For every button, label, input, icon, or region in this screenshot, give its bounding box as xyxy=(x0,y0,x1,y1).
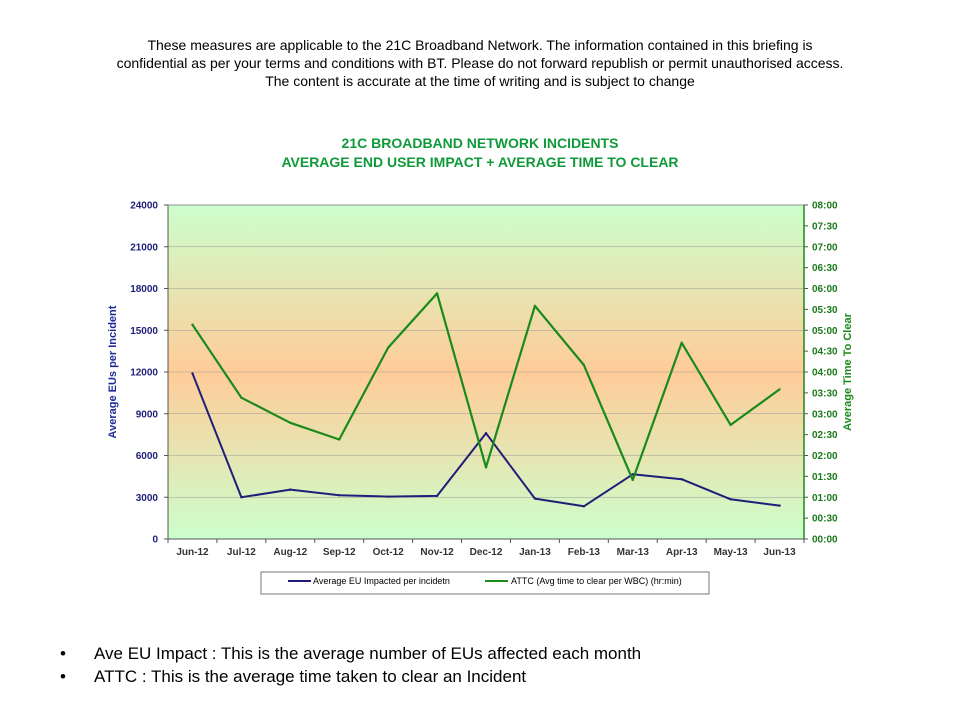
data-point-attc xyxy=(386,346,390,349)
y-tick-label: 12000 xyxy=(130,368,158,379)
data-point-eu-impact xyxy=(484,432,488,435)
y2-tick-label: 03:30 xyxy=(812,388,838,399)
data-point-attc xyxy=(729,423,732,427)
y2-tick-label: 00:00 xyxy=(812,535,838,546)
data-point-attc xyxy=(778,388,781,391)
x-tick-label: Apr-13 xyxy=(666,547,698,558)
y2-tick-label: 02:30 xyxy=(812,430,838,441)
data-point-attc xyxy=(680,341,683,344)
y2-tick-label: 00:30 xyxy=(812,514,838,525)
data-point-attc xyxy=(533,304,537,308)
data-point-eu-impact xyxy=(338,494,341,497)
y2-tick-label: 03:00 xyxy=(812,409,838,420)
y2-tick-label: 07:30 xyxy=(812,221,838,232)
disclaimer-text: These measures are applicable to the 21C… xyxy=(20,36,940,90)
disclaimer-line-3: The content is accurate at the time of w… xyxy=(265,73,695,89)
y-tick-label: 0 xyxy=(152,535,158,546)
y-tick-label: 18000 xyxy=(130,284,158,295)
y2-tick-label: 06:00 xyxy=(812,284,838,295)
x-tick-label: May-13 xyxy=(714,547,748,558)
chart-title: 21C BROADBAND NETWORK INCIDENTS xyxy=(341,135,619,151)
y2-tick-label: 02:00 xyxy=(812,451,838,462)
chart-subtitle: AVERAGE END USER IMPACT + AVERAGE TIME T… xyxy=(281,154,679,170)
bullet-item: • Ave EU Impact : This is the average nu… xyxy=(60,642,641,665)
x-tick-label: Jun-12 xyxy=(176,547,209,558)
y2-tick-label: 04:30 xyxy=(812,347,838,358)
bullet-text: ATTC : This is the average time taken to… xyxy=(94,667,527,686)
x-tick-label: Jul-12 xyxy=(227,547,256,558)
data-point-eu-impact xyxy=(680,478,683,481)
y-tick-label: 24000 xyxy=(130,201,158,212)
x-tick-label: Oct-12 xyxy=(373,547,405,558)
data-point-attc xyxy=(338,438,341,441)
series xyxy=(191,292,781,508)
y-tick-label: 9000 xyxy=(136,409,159,420)
y2-tick-label: 01:00 xyxy=(812,493,838,504)
y-tick-label: 6000 xyxy=(136,451,159,462)
axis-labels: 0 3000 6000 9000 12000 15000 18000 21000 24000 00… xyxy=(107,201,854,559)
data-point-attc xyxy=(484,466,488,469)
data-point-eu-impact xyxy=(631,473,634,476)
y-axis-title: Average EUs per Incident xyxy=(107,305,119,438)
x-tick-label: Mar-13 xyxy=(617,547,650,558)
bullet-list: • Ave EU Impact : This is the average nu… xyxy=(60,642,641,688)
data-point-eu-impact xyxy=(289,488,292,491)
x-tick-label: Jun-13 xyxy=(763,547,796,558)
axes xyxy=(164,204,808,543)
x-tick-label: Sep-12 xyxy=(323,547,356,558)
y-tick-label: 3000 xyxy=(136,493,159,504)
y-tick-label: 15000 xyxy=(130,326,158,337)
disclaimer-line-2: confidential as per your terms and condi… xyxy=(116,55,844,71)
y2-tick-label: 05:00 xyxy=(812,326,838,337)
y2-tick-label: 07:00 xyxy=(812,242,838,253)
data-point-attc xyxy=(631,478,634,482)
y-tick-label: 21000 xyxy=(130,242,158,253)
bullet-item: • ATTC : This is the average time taken … xyxy=(60,665,641,688)
legend-label-attc: ATTC (Avg time to clear per WBC) (hr:min… xyxy=(511,576,682,586)
data-point-attc xyxy=(240,396,243,399)
legend-box xyxy=(260,571,710,595)
data-point-attc xyxy=(289,421,292,424)
legend: Average EU Impacted per incidetn ATTC (Av… xyxy=(260,571,710,595)
data-point-eu-impact xyxy=(191,372,194,375)
legend-label-eu-impact: Average EU Impacted per incidetn xyxy=(313,576,450,586)
data-point-eu-impact xyxy=(582,505,586,508)
data-point-eu-impact xyxy=(435,494,439,498)
y2-tick-label: 05:30 xyxy=(812,305,838,316)
data-point-eu-impact xyxy=(240,496,243,499)
data-point-eu-impact xyxy=(386,495,390,498)
data-point-attc xyxy=(582,363,586,367)
x-tick-label: Aug-12 xyxy=(273,547,307,558)
y2-tick-label: 06:30 xyxy=(812,263,838,274)
y2-tick-label: 04:00 xyxy=(812,368,838,379)
x-tick-label: Jan-13 xyxy=(519,547,551,558)
x-tick-label: Nov-12 xyxy=(420,547,454,558)
data-point-eu-impact xyxy=(729,498,732,501)
x-tick-label: Feb-13 xyxy=(568,547,601,558)
disclaimer-line-1: These measures are applicable to the 21C… xyxy=(147,37,813,53)
data-point-eu-impact xyxy=(533,497,537,500)
y2-axis-title: Average Time To Clear xyxy=(842,312,854,431)
chart-title-block: 21C BROADBAND NETWORK INCIDENTS AVERAGE … xyxy=(170,134,790,172)
bullet-text: Ave EU Impact : This is the average numb… xyxy=(94,644,642,663)
y2-tick-label: 08:00 xyxy=(812,201,838,212)
data-point-attc xyxy=(191,323,194,326)
x-tick-label: Dec-12 xyxy=(470,547,503,558)
data-point-attc xyxy=(435,292,439,295)
data-point-eu-impact xyxy=(778,504,781,507)
y2-tick-label: 01:30 xyxy=(812,472,838,483)
bullet-marker: • xyxy=(60,667,66,686)
bullet-marker: • xyxy=(60,644,66,663)
